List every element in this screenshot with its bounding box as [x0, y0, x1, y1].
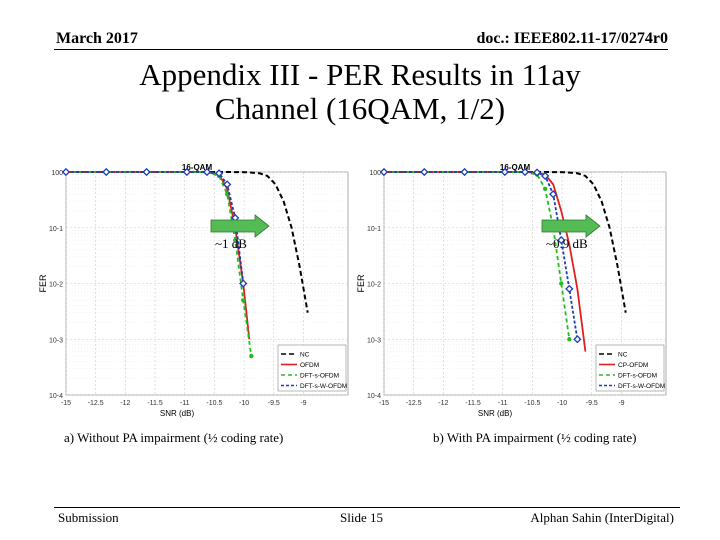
- y-tick-label: 10-1: [367, 226, 381, 233]
- footer-author: Alphan Sahin (InterDigital): [530, 510, 674, 525]
- series-marker: [239, 279, 248, 288]
- series-marker: [142, 167, 151, 177]
- x-tick-label: -9: [300, 400, 306, 407]
- series-marker: [102, 167, 111, 177]
- slide-title: Appendix III - PER Results in 11ay Chann…: [0, 58, 720, 126]
- x-tick-label: -10: [239, 400, 249, 407]
- series-marker: [223, 180, 232, 189]
- y-tick-label: 10-4: [49, 393, 63, 400]
- x-tick-label: -10.5: [206, 400, 222, 407]
- y-tick-label: 10-3: [49, 337, 63, 344]
- x-tick-label: -10: [557, 400, 567, 407]
- series-marker: [559, 281, 564, 286]
- series-marker: [557, 235, 566, 245]
- y-tick-label: 10-3: [367, 337, 381, 344]
- series-line-3: [384, 171, 571, 340]
- legend-entry: NC: [618, 352, 628, 359]
- series-line-1: [384, 171, 627, 313]
- x-tick-label: -12.5: [88, 400, 104, 407]
- series-marker: [420, 167, 429, 177]
- series-marker: [541, 171, 550, 181]
- series-marker: [532, 168, 542, 177]
- x-tick-label: -11.5: [465, 400, 481, 407]
- x-tick-label: -12: [120, 400, 130, 407]
- y-tick-label: 100: [51, 170, 63, 177]
- x-tick-label: -10.5: [524, 400, 540, 407]
- series-marker: [233, 237, 238, 243]
- y-tick-label: 10-1: [49, 226, 63, 233]
- y-axis-label: FER: [356, 274, 366, 293]
- series-marker: [565, 284, 574, 294]
- slide-title-line1: Appendix III - PER Results in 11ay: [139, 57, 581, 92]
- series-marker: [567, 337, 572, 342]
- x-axis-label: SNR (dB): [478, 409, 513, 418]
- y-tick-label: 100: [369, 170, 381, 177]
- x-tick-label: -11: [498, 400, 508, 407]
- legend-entry: DFT-s-W-OFDM: [300, 383, 347, 390]
- legend-entry: DFT-s-OFDM: [618, 373, 657, 380]
- series-marker: [500, 167, 509, 177]
- series-marker: [573, 335, 582, 344]
- series-marker: [520, 167, 530, 177]
- footer-rule: [54, 507, 680, 508]
- y-tick-label: 10-2: [367, 282, 381, 289]
- header-doc-id: doc.: IEEE802.11-17/0274r0: [476, 30, 668, 47]
- slide-title-line2: Channel (16QAM, 1/2): [214, 91, 506, 126]
- gain-arrow: [210, 214, 270, 238]
- legend-entry: CP-OFDM: [618, 362, 648, 369]
- x-tick-label: -9: [618, 400, 624, 407]
- legend-box: [277, 344, 347, 392]
- series-marker: [241, 298, 246, 303]
- y-axis-label: FER: [38, 274, 48, 293]
- gain-annotation: ~1 dB: [215, 236, 247, 251]
- x-tick-label: -12: [438, 400, 448, 407]
- series-line-1: [66, 171, 309, 313]
- x-tick-label: -15: [379, 400, 389, 407]
- x-tick-label: -11.5: [147, 400, 163, 407]
- chart-with-pa: -15 -12.5 -12 -11.5 -11 -10.5 -10 -9.5 -9 100 10-1…: [354, 160, 674, 422]
- chart-svg: -15 -12.5 -12 -11.5 -11 -10.5 -10 -9.5 -9 100 10-1…: [38, 163, 349, 418]
- x-tick-label: -12.5: [406, 400, 422, 407]
- legend-entry: DFT-s-OFDM: [300, 373, 339, 380]
- legend-entry: DFT-s-W-OFDM: [618, 383, 665, 390]
- x-tick-label: -9.5: [268, 400, 280, 407]
- header-rule: [54, 49, 668, 50]
- series-marker: [224, 191, 230, 197]
- chart-svg: -15 -12.5 -12 -11.5 -11 -10.5 -10 -9.5 -9 100 10-1…: [356, 163, 667, 418]
- series-marker: [214, 169, 224, 178]
- series-marker: [61, 167, 71, 177]
- series-line-4: [384, 171, 579, 340]
- footer-submission: Submission: [58, 510, 119, 525]
- caption-without-pa: a) Without PA impairment (½ coding rate): [64, 430, 284, 445]
- x-tick-label: -11: [180, 400, 190, 407]
- series-marker: [202, 167, 212, 177]
- legend-entry: NC: [300, 352, 310, 359]
- chart-without-pa: -15 -12.5 -12 -11.5 -11 -10.5 -10 -9.5 -9 100 10-1…: [36, 160, 356, 422]
- footer-slide-number: Slide 15: [340, 510, 383, 525]
- chart-title: 16-QAM: [500, 163, 531, 172]
- series-line-3: [66, 171, 253, 357]
- caption-with-pa: b) With PA impairment (½ coding rate): [433, 430, 637, 445]
- x-tick-label: -15: [61, 400, 71, 407]
- legend-entry: OFDM: [300, 362, 319, 369]
- legend-box: [595, 344, 665, 392]
- y-tick-label: 10-2: [49, 282, 63, 289]
- series-marker: [542, 186, 548, 191]
- series-marker: [549, 190, 558, 199]
- series-marker: [460, 167, 469, 177]
- series-marker: [379, 167, 389, 177]
- series-marker: [249, 353, 254, 359]
- y-tick-label: 10-4: [367, 393, 381, 400]
- chart-title: 16-QAM: [182, 163, 213, 172]
- series-marker: [182, 167, 191, 177]
- gain-annotation: ~0.9 dB: [546, 236, 588, 251]
- header-date: March 2017: [56, 30, 138, 47]
- x-tick-label: -9.5: [586, 400, 598, 407]
- x-axis-label: SNR (dB): [160, 409, 195, 418]
- gain-arrow: [541, 214, 601, 238]
